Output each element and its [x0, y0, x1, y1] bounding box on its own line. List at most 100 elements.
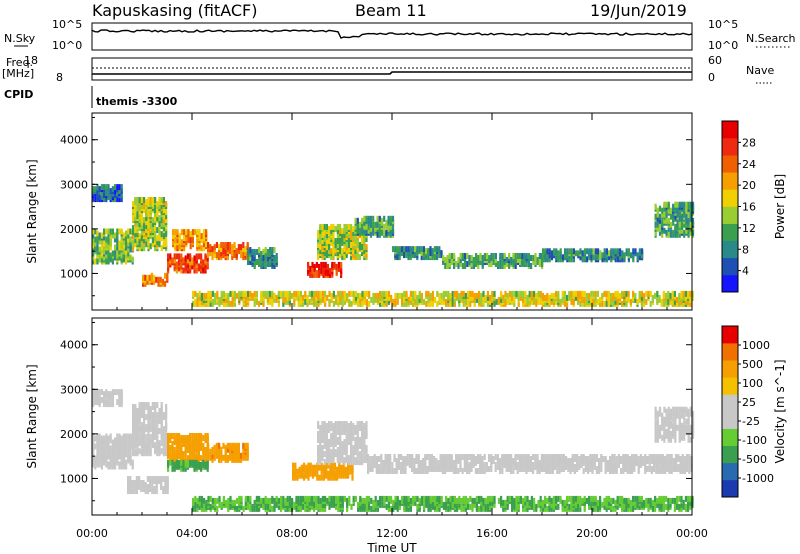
power-cell	[156, 215, 159, 222]
velocity-cell	[551, 454, 554, 460]
velocity-cell	[192, 497, 195, 504]
velocity-cell	[175, 433, 178, 439]
velocity-cell	[120, 399, 123, 406]
velocity-cell	[209, 448, 212, 455]
velocity-cell	[193, 445, 196, 451]
velocity-cell	[339, 421, 342, 427]
power-cell	[667, 207, 670, 214]
velocity-cell	[158, 408, 161, 414]
power-cell	[154, 211, 157, 218]
power-cell	[220, 242, 223, 248]
power-cell	[323, 240, 326, 246]
power-cell	[226, 242, 229, 248]
power-cell	[508, 253, 511, 259]
power-cell	[409, 294, 412, 301]
power-cell	[122, 232, 125, 239]
velocity-cell	[109, 445, 112, 452]
power-cell	[603, 248, 606, 255]
power-cell	[632, 252, 635, 259]
power-cell	[350, 234, 353, 240]
velocity-cell	[327, 470, 330, 477]
power-cell	[475, 296, 478, 303]
power-cell	[505, 257, 508, 263]
power-cell	[391, 215, 395, 222]
velocity-cell	[386, 458, 389, 464]
power-cell	[127, 250, 130, 257]
velocity-cell	[140, 486, 143, 492]
velocity-cell	[160, 426, 163, 433]
power-cell	[264, 247, 267, 253]
velocity-cell	[129, 439, 132, 446]
velocity-cell	[341, 429, 344, 435]
power-cell	[550, 250, 553, 257]
power-cell	[356, 246, 359, 253]
velocity-cell	[675, 466, 678, 472]
power-cell	[405, 246, 408, 253]
power-cell	[160, 203, 163, 209]
velocity-cell	[145, 402, 148, 408]
velocity-cell	[125, 441, 128, 448]
velocity-cell	[687, 434, 690, 441]
power-cell	[632, 248, 635, 255]
velocity-cell	[336, 474, 339, 481]
power-cell	[198, 229, 201, 236]
power-cell	[198, 290, 201, 297]
velocity-cell	[300, 464, 303, 471]
velocity-cell	[452, 460, 455, 466]
velocity-cell	[675, 454, 678, 460]
velocity-cell	[146, 476, 149, 482]
power-cell	[156, 239, 159, 246]
power-cell	[202, 233, 205, 240]
velocity-cell	[573, 464, 576, 470]
velocity-cell	[340, 464, 343, 471]
velocity-cell	[207, 450, 210, 457]
velocity-cell	[380, 454, 383, 460]
power-cell	[204, 253, 207, 260]
power-cell	[258, 247, 261, 253]
power-cell	[204, 265, 207, 272]
power-cell	[260, 259, 263, 265]
velocity-cell	[171, 455, 174, 462]
power-cell	[656, 290, 659, 297]
power-cell	[145, 227, 148, 234]
velocity-cell	[129, 459, 132, 466]
power-cell	[216, 290, 219, 297]
velocity-cell	[122, 455, 125, 462]
velocity-cell	[94, 443, 97, 450]
power-cell	[198, 235, 201, 242]
power-cell	[467, 290, 470, 297]
velocity-cell	[151, 418, 154, 425]
velocity-cell	[400, 454, 403, 460]
power-cell	[150, 272, 153, 279]
velocity-cell	[198, 495, 201, 502]
power-cell	[400, 250, 403, 257]
power-cell	[568, 256, 571, 263]
velocity-cell	[448, 464, 451, 470]
velocity-cell	[321, 445, 324, 451]
power-cell	[180, 253, 183, 260]
power-cell	[570, 256, 573, 263]
velocity-cell	[149, 422, 152, 429]
velocity-cell	[678, 424, 681, 431]
velocity-cell	[134, 410, 137, 417]
velocity-cell	[657, 462, 660, 468]
velocity-cell	[545, 464, 548, 470]
velocity-cell	[213, 444, 216, 451]
power-cell	[492, 253, 495, 259]
power-cell	[378, 225, 381, 232]
power-cell	[643, 292, 646, 299]
velocity-cell	[433, 466, 436, 472]
velocity-cell	[494, 466, 497, 472]
power-cell	[286, 298, 289, 305]
velocity-cell	[334, 421, 337, 427]
velocity-cell	[166, 476, 169, 482]
power-cell	[321, 290, 324, 297]
power-cell	[627, 290, 630, 297]
power-cell	[616, 248, 619, 255]
velocity-cell	[133, 488, 136, 495]
power-cell	[182, 267, 185, 274]
velocity-cell	[637, 456, 640, 462]
velocity-cell	[330, 453, 333, 460]
power-cell	[462, 300, 465, 307]
velocity-cell	[350, 429, 353, 435]
